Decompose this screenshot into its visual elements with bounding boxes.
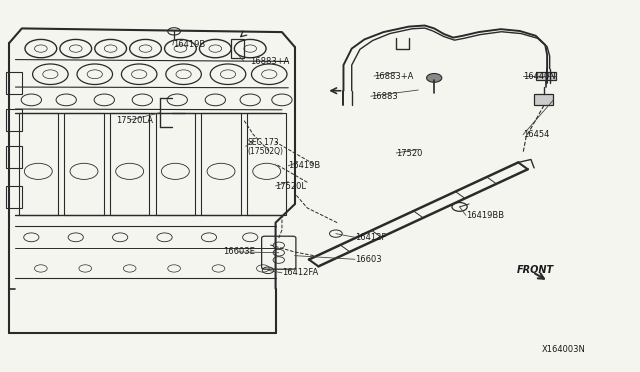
Text: 16454: 16454: [523, 130, 549, 139]
Text: 16412FA: 16412FA: [282, 268, 318, 278]
Bar: [6, 146, 22, 168]
Bar: [64, 113, 104, 215]
Text: 16419B: 16419B: [173, 41, 205, 49]
Bar: [534, 94, 554, 105]
Bar: [156, 113, 195, 215]
Text: 17520LA: 17520LA: [116, 116, 153, 125]
Text: 16883+A: 16883+A: [250, 57, 289, 66]
Bar: [6, 109, 22, 131]
Text: SEC.173: SEC.173: [247, 138, 278, 147]
Text: 16419BB: 16419BB: [466, 211, 504, 220]
Bar: [110, 113, 149, 215]
Text: X164003N: X164003N: [542, 344, 586, 353]
Text: 17520L: 17520L: [276, 182, 307, 190]
Text: 16883: 16883: [371, 92, 397, 101]
Bar: [202, 113, 241, 215]
Bar: [6, 186, 22, 208]
Bar: [231, 39, 244, 58]
Bar: [6, 73, 22, 94]
Bar: [536, 72, 556, 80]
Bar: [19, 113, 58, 215]
Text: 17520: 17520: [396, 148, 422, 157]
Text: 16603E: 16603E: [223, 247, 255, 256]
Text: 16440N: 16440N: [523, 71, 556, 81]
Text: 16419B: 16419B: [288, 161, 321, 170]
Text: (17502Q): (17502Q): [247, 147, 283, 156]
Text: 16603: 16603: [355, 255, 381, 264]
Text: 16883+A: 16883+A: [374, 71, 413, 81]
Circle shape: [427, 74, 442, 82]
Text: FRONT: FRONT: [516, 265, 554, 275]
Text: 16412F: 16412F: [355, 233, 386, 242]
Bar: [247, 113, 286, 215]
